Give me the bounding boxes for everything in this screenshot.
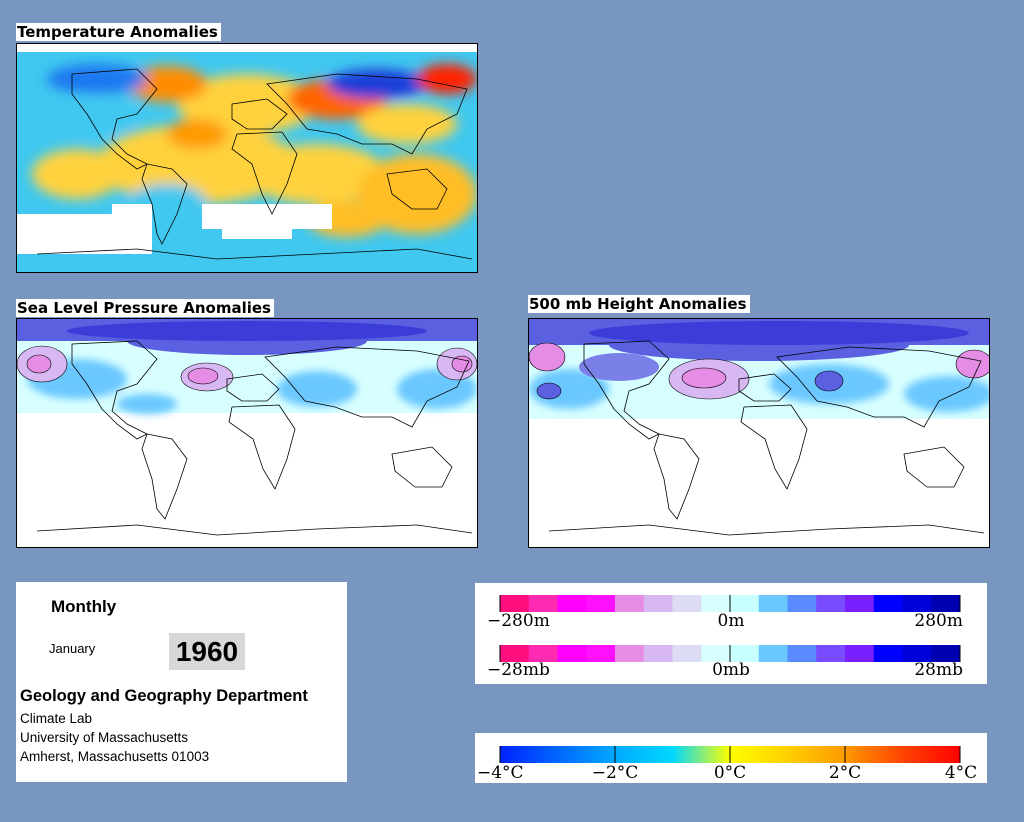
pressure-legend-swatch (816, 645, 846, 662)
temperature-color-bar (499, 746, 961, 763)
pressure-legend-swatch (643, 645, 673, 662)
anomaly-legend-panel: −280m 0m 280m −28mb 0mb 28mb (475, 583, 987, 684)
height-legend-swatch (586, 595, 616, 612)
pressure-legend-swatch (730, 645, 760, 662)
temperature-anomaly-map (16, 43, 478, 273)
temp-label-1: −2°C (592, 763, 639, 783)
height-legend-swatch (730, 595, 760, 612)
height-label-zero: 0m (718, 611, 745, 631)
temp-label-0: −4°C (477, 763, 524, 783)
pressure-label-max: 28mb (914, 660, 963, 680)
height-label-max: 280m (914, 611, 963, 631)
pressure-legend-swatch (758, 645, 788, 662)
pressure-legend-swatch (615, 645, 645, 662)
height-legend-swatch (557, 595, 587, 612)
height-color-bar (499, 595, 961, 612)
height-legend-swatch (528, 595, 558, 612)
temp-label-2: 0°C (714, 763, 746, 783)
pressure-legend-swatch (701, 645, 731, 662)
year-display: 1960 (169, 633, 245, 670)
height-legend-swatch (758, 595, 788, 612)
pressure-legend-swatch (500, 645, 530, 662)
pressure-label-min: −28mb (487, 660, 550, 680)
height-legend-swatch (672, 595, 702, 612)
temp-label-4: 4°C (945, 763, 977, 783)
temperature-map-title: Temperature Anomalies (16, 23, 221, 41)
frequency-label: Monthly (51, 597, 117, 616)
pressure-label-zero: 0mb (712, 660, 750, 680)
height-anomaly-map (528, 318, 990, 548)
height-legend-swatch (873, 595, 903, 612)
height-legend-swatch (701, 595, 731, 612)
temp-label-3: 2°C (829, 763, 861, 783)
height-legend-swatch (787, 595, 817, 612)
height-legend-swatch (816, 595, 846, 612)
height-label-min: −280m (487, 611, 550, 631)
month-label: January (49, 641, 96, 656)
department-name: Geology and Geography Department (20, 687, 308, 705)
pressure-legend-swatch (528, 645, 558, 662)
university-name: University of Massachusetts (20, 730, 189, 745)
pressure-color-bar (499, 645, 961, 662)
height-map-title: 500 mb Height Anomalies (528, 295, 750, 313)
height-legend-swatch (931, 595, 961, 612)
address: Amherst, Massachusetts 01003 (20, 749, 210, 764)
height-legend-swatch (643, 595, 673, 612)
slp-anomaly-map (16, 318, 478, 548)
height-legend-swatch (615, 595, 645, 612)
height-legend-swatch (845, 595, 875, 612)
pressure-legend-swatch (902, 645, 932, 662)
pressure-legend-swatch (586, 645, 616, 662)
lab-name: Climate Lab (20, 711, 93, 726)
height-legend-swatch (902, 595, 932, 612)
pressure-legend-swatch (787, 645, 817, 662)
temperature-legend-panel: −4°C −2°C 0°C 2°C 4°C (475, 733, 987, 783)
pressure-legend-swatch (931, 645, 961, 662)
pressure-legend-swatch (845, 645, 875, 662)
info-panel: Monthly January 1960 Geology and Geograp… (16, 582, 347, 782)
pressure-legend-swatch (557, 645, 587, 662)
height-legend-swatch (500, 595, 530, 612)
pressure-legend-swatch (672, 645, 702, 662)
slp-map-title: Sea Level Pressure Anomalies (16, 299, 274, 317)
pressure-legend-swatch (873, 645, 903, 662)
